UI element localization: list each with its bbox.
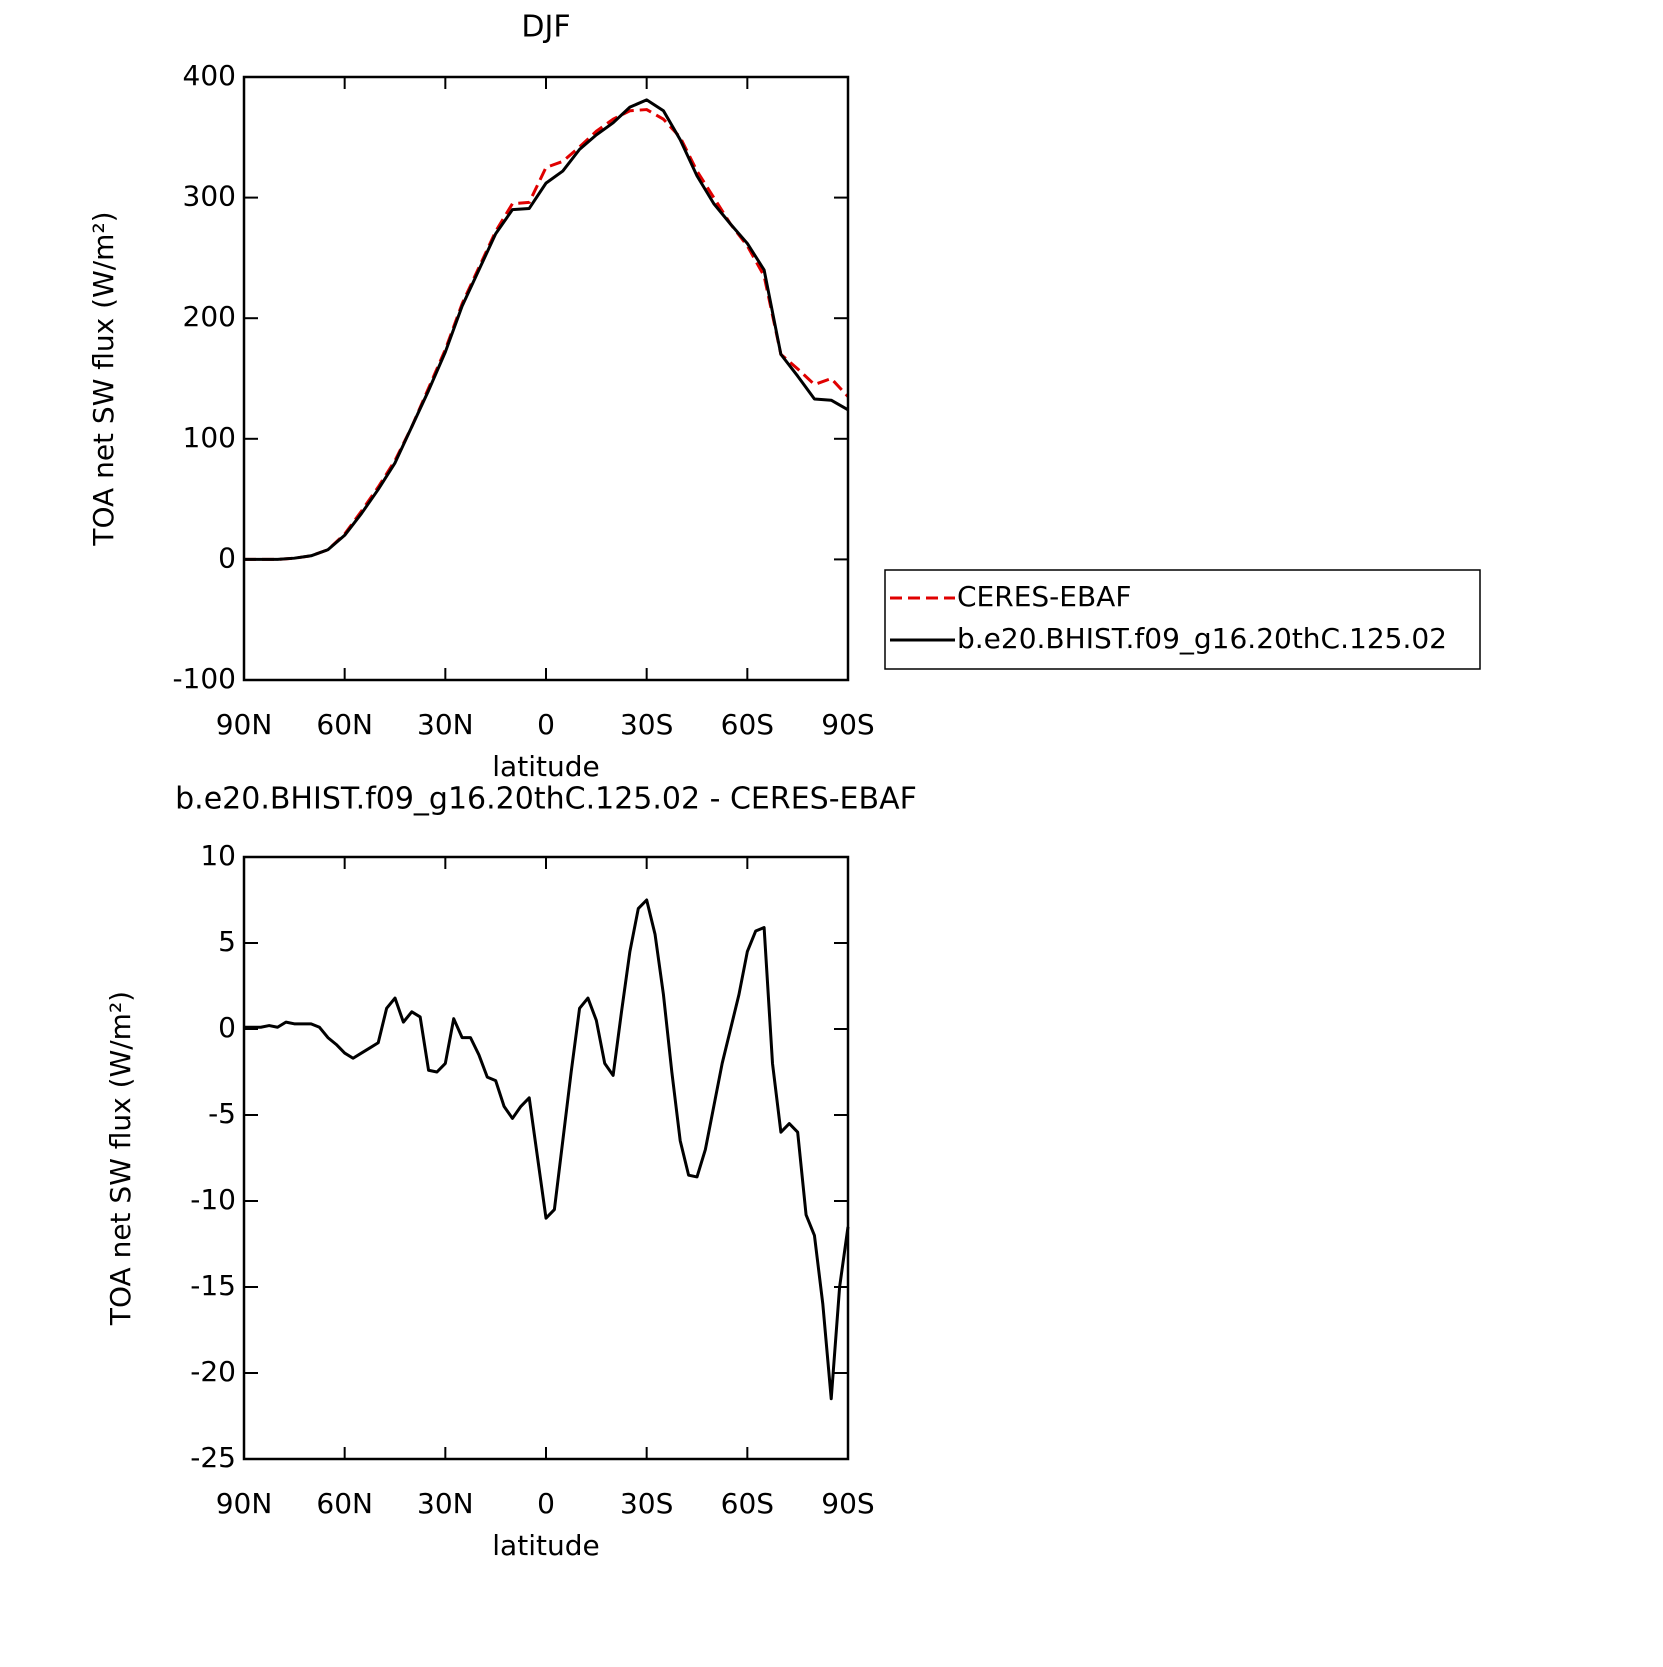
y-tick-label: -10 [190, 1183, 236, 1216]
chart-title: b.e20.BHIST.f09_g16.20thC.125.02 - CERES… [175, 782, 917, 817]
y-tick-label: 300 [183, 180, 236, 213]
data-line [244, 898, 850, 1401]
x-tick-label: 90N [216, 708, 273, 741]
legend-box [884, 569, 1481, 670]
x-tick-label: 0 [537, 1487, 555, 1520]
x-axis-label: latitude [492, 1529, 599, 1562]
legend-label: b.e20.BHIST.f09_g16.20thC.125.02 [957, 622, 1447, 655]
x-tick-label: 60N [316, 1487, 373, 1520]
x-tick-label: 30S [620, 1487, 673, 1520]
x-tick-label: 60S [721, 1487, 774, 1520]
plot-frame [242, 75, 850, 682]
x-tick-label: 30N [417, 1487, 474, 1520]
legend-label: CERES-EBAF [957, 580, 1131, 613]
x-tick-label: 90S [821, 1487, 874, 1520]
y-tick-label: -5 [208, 1097, 236, 1130]
x-axis-label: latitude [492, 750, 599, 783]
y-tick-label: -20 [190, 1355, 236, 1388]
y-tick-label: -100 [172, 662, 236, 695]
y-axis-label: TOA net SW flux (W/m²) [87, 211, 120, 546]
x-tick-label: 0 [537, 708, 555, 741]
x-tick-label: 90N [216, 1487, 273, 1520]
y-tick-label: 200 [183, 300, 236, 333]
y-tick-label: 5 [218, 925, 236, 958]
data-line [244, 98, 849, 561]
y-tick-label: 100 [183, 421, 236, 454]
data-line [244, 108, 850, 561]
y-tick-label: 10 [200, 839, 236, 872]
x-tick-label: 60N [316, 708, 373, 741]
y-axis-label: TOA net SW flux (W/m²) [104, 991, 137, 1326]
y-tick-label: 400 [183, 59, 236, 92]
x-tick-label: 30S [620, 708, 673, 741]
y-tick-label: 0 [218, 1011, 236, 1044]
x-tick-label: 60S [721, 708, 774, 741]
y-tick-label: -25 [190, 1441, 236, 1474]
x-tick-label: 90S [821, 708, 874, 741]
y-tick-label: -15 [190, 1269, 236, 1302]
plot-frame [242, 855, 850, 1461]
y-tick-label: 0 [218, 541, 236, 574]
x-tick-label: 30N [417, 708, 474, 741]
chart-title: DJF [521, 10, 570, 45]
